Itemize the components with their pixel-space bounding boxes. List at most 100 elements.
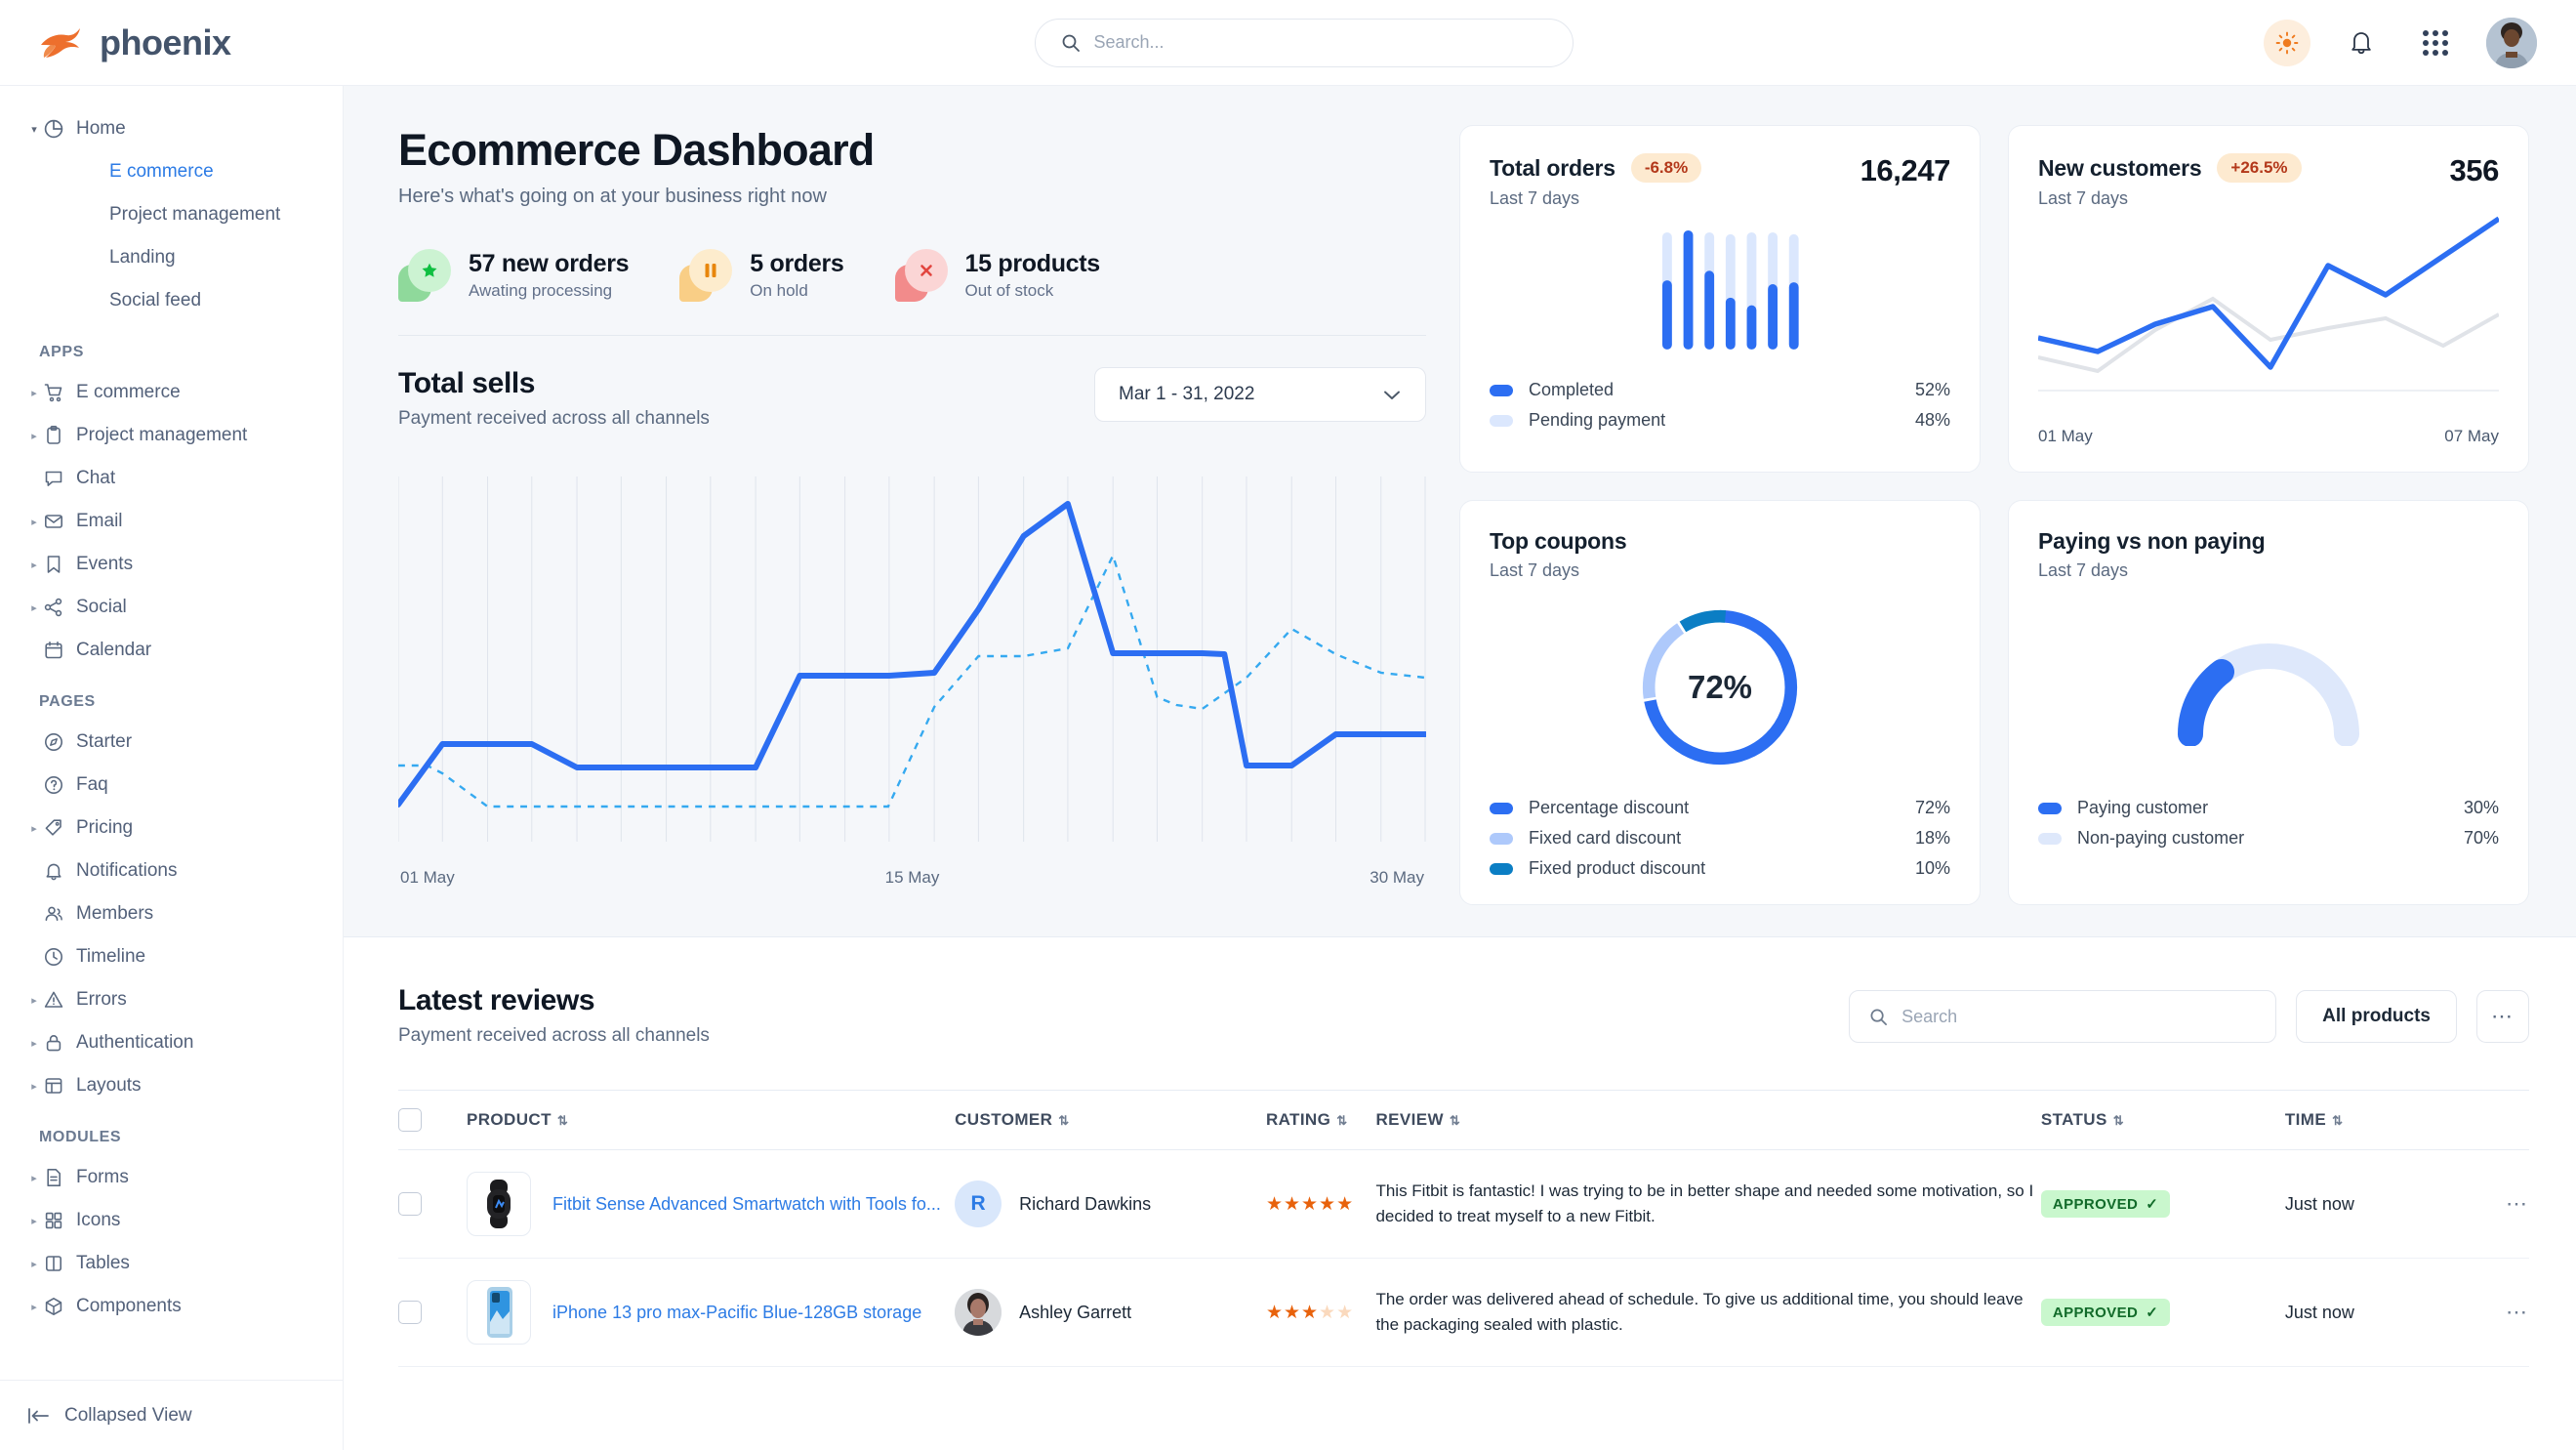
sidebar-subitem-landing[interactable]: Landing [0,236,343,279]
col-status[interactable]: STATUS ⇅ [2040,1090,2285,1150]
legend-swatch [1490,862,1513,875]
col-rating[interactable]: RATING ⇅ [1265,1090,1376,1150]
sidebar-item-layouts[interactable]: ▸ Layouts [0,1064,343,1107]
sidebar-item-tables[interactable]: ▸ Tables [0,1242,343,1285]
sidebar-item-home[interactable]: ▾ Home [0,107,343,150]
sidebar-item-timeline[interactable]: Timeline [0,935,343,978]
sort-icon: ⇅ [2332,1113,2344,1128]
sidebar-item-social[interactable]: ▸ Social [0,586,343,629]
card-paying-legend: Paying customer 30% Non-paying customer … [2038,798,2499,849]
sidebar-item-icons[interactable]: ▸ Icons [0,1199,343,1242]
row-customer-cell: Ashley Garrett [955,1258,1266,1367]
sidebar-item-members[interactable]: Members [0,892,343,935]
sidebar-item-chat[interactable]: Chat [0,457,343,500]
reviews-more-button[interactable]: ⋯ [2476,990,2529,1043]
product-link[interactable]: iPhone 13 pro max-Pacific Blue-128GB sto… [552,1302,922,1322]
row-time-cell: Just now [2284,1258,2456,1367]
col-product[interactable]: PRODUCT ⇅ [467,1090,956,1150]
legend-label: Paying customer [2077,798,2209,817]
reviews-search-input[interactable] [1901,1006,2257,1027]
columns-icon [43,1253,76,1274]
question-circle-icon [43,774,76,796]
customer-name: Richard Dawkins [1019,1193,1152,1214]
sun-icon[interactable] [2264,19,2310,66]
sidebar-item-e-commerce[interactable]: ▸ E commerce [0,371,343,414]
sidebar-item-faq[interactable]: Faq [0,764,343,807]
legend-label: Non-paying customer [2077,828,2245,848]
top-coupons-donut: 72% [1490,587,1950,788]
legend-value: 52% [1914,380,1950,399]
collapse-view-button[interactable]: Collapsed View [0,1380,343,1450]
date-range-select[interactable]: Mar 1 - 31, 2022 [1094,367,1426,422]
latest-reviews-toolbar: All products ⋯ [1849,990,2529,1043]
stat-on-hold-value: 5 orders [750,250,844,277]
sidebar-subitem-project-management[interactable]: Project management [0,193,343,236]
sidebar-item-events[interactable]: ▸ Events [0,543,343,586]
global-search-input[interactable] [1093,32,1547,53]
sidebar-section-pages: PAGES [39,693,96,710]
card-new-customers-title: New customers [2038,154,2202,181]
col-product-label: PRODUCT [467,1110,552,1129]
sidebar-subitem-ecommerce[interactable]: E commerce [0,150,343,193]
sidebar-subitem-social-feed[interactable]: Social feed [0,279,343,322]
sidebar-item-errors[interactable]: ▸ Errors [0,978,343,1021]
col-time[interactable]: TIME ⇅ [2284,1090,2456,1150]
legend-swatch [1490,414,1513,427]
bell-icon[interactable] [2338,20,2385,66]
row-status-cell: APPROVED ✓ [2040,1149,2285,1259]
card-total-orders-pill: -6.8% [1630,153,1702,183]
global-search-box[interactable] [1034,18,1574,67]
row-time-cell: Just now [2284,1149,2456,1259]
all-products-button[interactable]: All products [2296,990,2457,1043]
sidebar-item-forms[interactable]: ▸ Forms [0,1156,343,1199]
sidebar-item-notifications-label: Notifications [76,860,178,881]
latest-reviews-section: Latest reviews Payment received across a… [344,936,2576,1450]
legend-value: 72% [1914,798,1950,817]
product-link[interactable]: Fitbit Sense Advanced Smartwatch with To… [552,1193,941,1214]
sort-icon: ⇅ [1336,1113,1348,1128]
new-customers-x-axis: 01 May 07 May [2038,427,2499,446]
row-checkbox[interactable] [398,1301,422,1324]
series-current [2037,216,2501,370]
sidebar-item-notifications[interactable]: Notifications [0,849,343,892]
col-review[interactable]: REVIEW ⇅ [1375,1090,2041,1150]
sidebar-item-project-management[interactable]: ▸ Project management [0,414,343,457]
sidebar-section-apps: APPS [39,344,84,360]
grid-apps-icon[interactable] [2412,20,2459,66]
x-tick-start: 01 May [2038,427,2093,445]
compass-icon [43,731,76,753]
legend-item: Pending payment 48% [1490,410,1950,431]
row-actions-button[interactable]: ⋯ [2455,1149,2529,1259]
sidebar-item-icons-label: Icons [76,1210,121,1230]
search-icon [1870,1009,1888,1025]
row-review-cell: This Fitbit is fantastic! I was trying t… [1375,1149,2041,1259]
brand-logo-area[interactable]: phoenix [0,22,344,63]
select-all-checkbox[interactable] [398,1108,422,1132]
sidebar-item-email[interactable]: ▸ Email [0,500,343,543]
sidebar-item-pricing[interactable]: ▸ Pricing [0,807,343,849]
check-icon: ✓ [2146,1305,2159,1321]
reviews-search-box[interactable] [1849,990,2277,1043]
latest-reviews-header: Latest reviews Payment received across a… [398,984,2529,1047]
col-customer[interactable]: CUSTOMER ⇅ [955,1090,1266,1150]
legend-item: Non-paying customer 70% [2038,828,2499,849]
dashboard-cards-grid: Total orders -6.8% Last 7 days 16,247 [1459,125,2529,905]
sidebar-item-starter[interactable]: Starter [0,721,343,764]
sidebar-scroll[interactable]: ▾ Home E commerce Project management [0,86,343,1380]
date-range-value: Mar 1 - 31, 2022 [1119,384,1255,404]
row-product-cell: Fitbit Sense Advanced Smartwatch with To… [467,1149,956,1259]
sidebar-item-authentication[interactable]: ▸ Authentication [0,1021,343,1064]
user-avatar[interactable] [2486,17,2537,68]
sidebar-item-calendar[interactable]: Calendar [0,629,343,672]
search-icon [1062,34,1080,52]
row-checkbox[interactable] [398,1192,422,1216]
row-actions-button[interactable]: ⋯ [2455,1258,2529,1367]
card-top-coupons-title: Top coupons [1490,528,1627,554]
row-select-cell [398,1258,468,1367]
sidebar-item-errors-label: Errors [76,989,127,1010]
card-paying-vs-non-paying: Paying vs non paying Last 7 days [2008,500,2529,905]
review-text: The order was delivered ahead of schedul… [1375,1289,2024,1334]
sidebar-item-components[interactable]: ▸ Components [0,1285,343,1328]
card-total-orders: Total orders -6.8% Last 7 days 16,247 [1459,125,1981,473]
latest-reviews-subtitle: Payment received across all channels [398,1025,710,1046]
